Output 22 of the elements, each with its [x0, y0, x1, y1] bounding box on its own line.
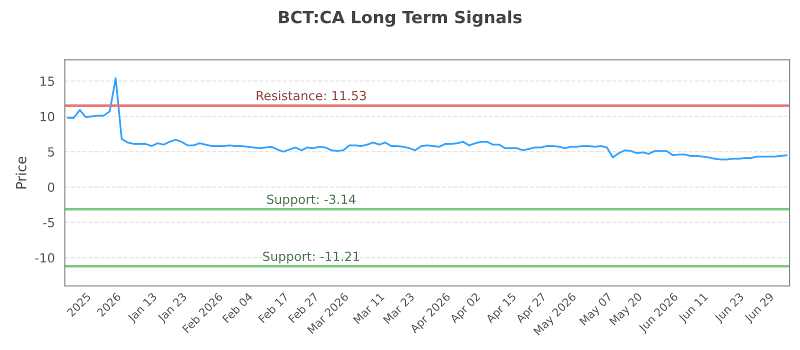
y-axis-title: Price — [16, 156, 26, 188]
x-tick-label: Mar 23 — [382, 292, 415, 324]
y-tick-label: 5 — [48, 147, 54, 157]
x-tick-label: Apr 15 — [485, 292, 518, 326]
ref-line-label: Support: -3.14 — [267, 194, 356, 206]
y-tick-label: -5 — [43, 218, 54, 228]
y-tick-label: 15 — [40, 76, 54, 86]
x-tick-label: Jun 11 — [678, 292, 710, 324]
x-tick-label: Feb 17 — [258, 292, 289, 324]
x-tick-label: Jan 23 — [156, 292, 189, 324]
ref-line-label: Support: -11.21 — [263, 252, 360, 264]
y-tick-label: 0 — [48, 182, 54, 192]
y-tick-label: 10 — [40, 112, 54, 122]
line-series — [66, 77, 788, 160]
x-tick-label: Jun 29 — [744, 292, 776, 324]
x-tick-label: Feb 04 — [222, 292, 254, 324]
y-tick-label: -10 — [35, 253, 54, 263]
x-tick-label: Jan 13 — [126, 292, 159, 324]
x-tick-label: Jun 23 — [714, 292, 746, 324]
x-tick-label: Apr 02 — [449, 292, 482, 326]
ref-line-label: Resistance: 11.53 — [256, 90, 366, 100]
chart-title: BCT:CA Long Term Signals — [279, 10, 522, 27]
